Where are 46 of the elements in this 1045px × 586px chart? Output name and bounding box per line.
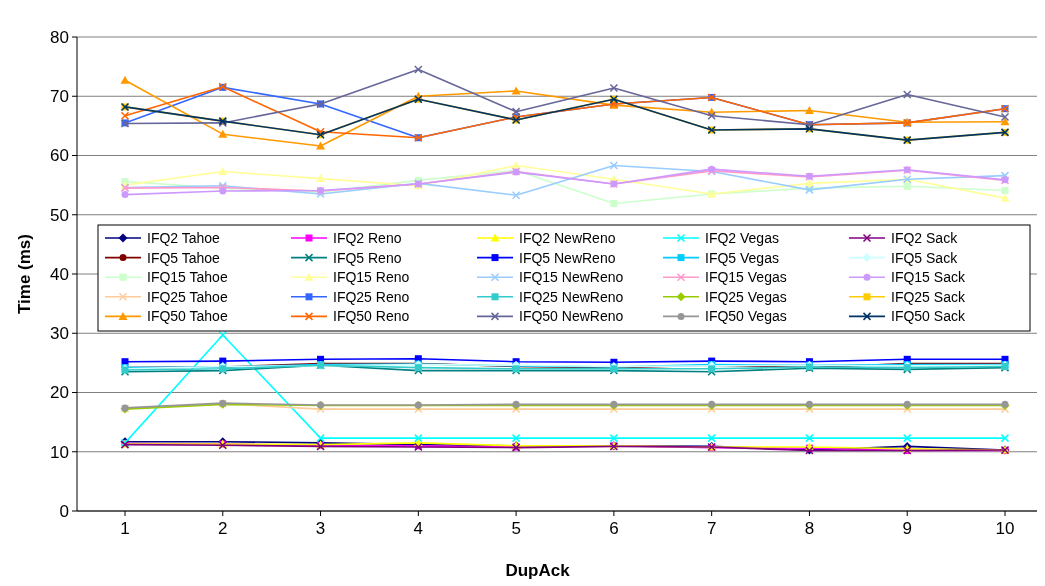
legend-label: IFQ2 NewReno [519,229,616,246]
x-axis-title: DupAck [505,561,571,580]
legend-label: IFQ50 Reno [333,308,410,325]
x-tick-label: 5 [511,519,521,538]
y-tick-label: 20 [50,383,69,403]
legend-label: IFQ50 Tahoe [147,308,228,325]
legend-label: IFQ15 Vegas [705,269,787,286]
legend-label: IFQ25 NewReno [519,288,624,305]
legend-label: IFQ25 Sack [891,288,966,305]
legend-label: IFQ50 Sack [891,308,966,325]
y-tick-label: 50 [50,205,69,225]
legend-label: IFQ15 Reno [333,269,410,286]
legend-label: IFQ5 Tahoe [147,249,221,266]
x-tick-label: 4 [413,519,424,538]
x-tick-label: 10 [995,519,1015,538]
legend-label: IFQ5 Sack [891,249,959,266]
legend-label: IFQ2 Reno [333,229,402,246]
x-tick-label: 3 [315,519,326,538]
legend-label: IFQ2 Tahoe [147,229,221,246]
legend-label: IFQ25 Tahoe [147,288,228,305]
x-tick-label: 6 [609,519,619,538]
legend-label: IFQ15 NewReno [519,269,624,286]
legend-label: IFQ25 Reno [333,288,410,305]
legend-label: IFQ15 Sack [891,269,966,286]
y-axis-title: Time (ms) [15,234,34,314]
legend-label: IFQ5 NewReno [519,249,616,266]
y-tick-label: 0 [59,501,69,521]
y-tick-label: 30 [50,324,69,344]
x-tick-label: 1 [120,519,130,538]
legend-label: IFQ2 Sack [891,229,959,246]
x-tick-label: 7 [706,519,717,538]
y-tick-label: 10 [50,442,69,462]
legend-label: IFQ5 Vegas [705,249,779,266]
x-tick-label: 9 [902,519,912,538]
y-tick-label: 80 [50,27,69,47]
legend-label: IFQ5 Reno [333,249,402,266]
legend-label: IFQ25 Vegas [705,288,787,305]
y-tick-label: 60 [50,146,69,166]
legend-label: IFQ15 Tahoe [147,269,228,286]
y-tick-label: 40 [50,264,69,284]
legend-label: IFQ50 Vegas [705,308,787,325]
legend-label: IFQ50 NewReno [519,308,624,325]
y-tick-label: 70 [50,87,69,107]
legend-label: IFQ2 Vegas [705,229,779,246]
x-tick-label: 2 [218,519,228,538]
x-tick-label: 8 [804,519,815,538]
